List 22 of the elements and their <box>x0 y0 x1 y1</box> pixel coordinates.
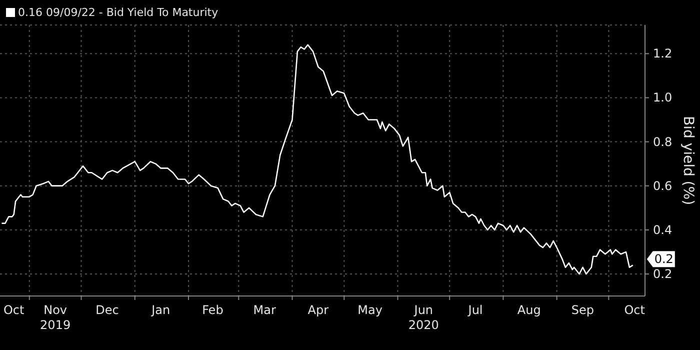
x-tick-label: Aug <box>517 303 541 317</box>
y-tick-label: 0.4 <box>653 222 672 237</box>
x-tick-label: Mar <box>253 303 276 317</box>
x-tick-label: Dec <box>96 303 119 317</box>
x-tick-label: Nov 2019 <box>40 303 71 332</box>
x-tick-label: Sep <box>571 303 594 317</box>
x-tick-label: Feb <box>202 303 224 317</box>
x-tick-label: Jul <box>467 303 483 317</box>
y-axis-title: Bid yield (%) <box>680 116 696 206</box>
line-series <box>1 44 634 275</box>
x-tick-label: Jun 2020 <box>408 303 439 332</box>
y-tick-label: 0.6 <box>653 178 672 193</box>
x-tick-label: Jan <box>150 303 170 317</box>
x-tick-label: Apr <box>308 303 329 317</box>
y-tick-label: 1.2 <box>653 46 672 61</box>
legend-label: 0.16 09/09/22 - Bid Yield To Maturity <box>18 6 218 19</box>
x-tick-label: Oct <box>624 303 646 317</box>
x-tick-label: May <box>358 303 382 317</box>
y-tick-label: 0.2 <box>653 266 672 281</box>
y-tick-label: 1.0 <box>653 90 672 105</box>
y-tick-label: 0.8 <box>653 134 672 149</box>
x-tick-label: Oct <box>3 303 24 317</box>
